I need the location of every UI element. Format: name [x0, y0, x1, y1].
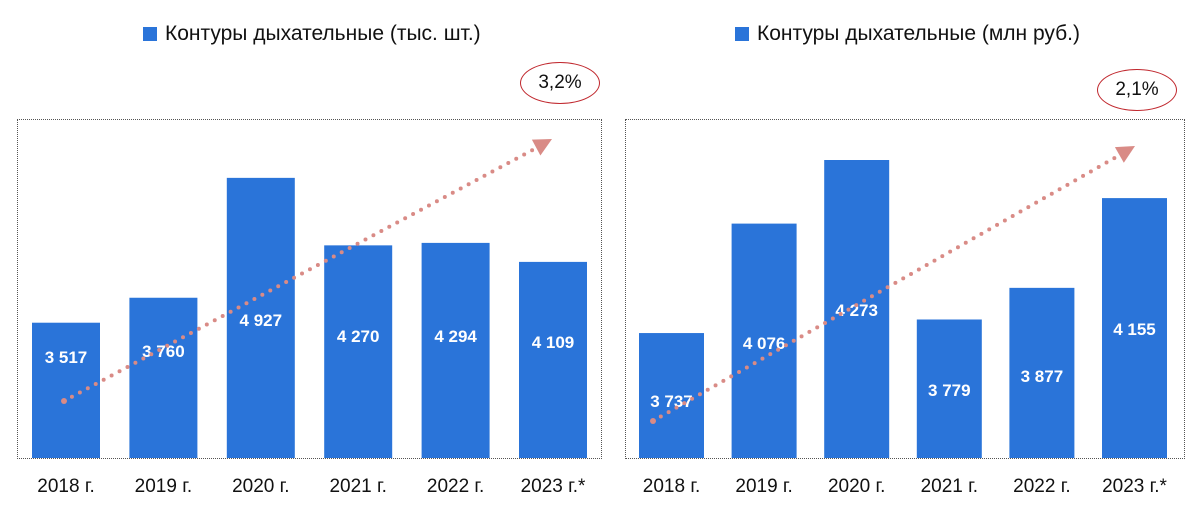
- bar-right-0: [639, 333, 704, 458]
- legend-left: Контуры дыхательные (тыс. шт.): [143, 22, 481, 46]
- growth-label-left: 3,2%: [538, 72, 582, 93]
- bar-left-4: [421, 242, 490, 458]
- bar-right-3: [916, 319, 982, 458]
- trend-arrowhead-right: [1114, 146, 1135, 163]
- legend-swatch-left: [143, 27, 157, 41]
- value-label-left-1: 3 760: [142, 342, 185, 361]
- value-label-right-3: 3 779: [928, 381, 971, 400]
- bar-right-2: [824, 160, 890, 458]
- category-label-right-5: 2023 г.*: [1102, 476, 1167, 497]
- category-label-left-2: 2020 г.: [232, 476, 289, 497]
- legend-label-left: Контуры дыхательные (тыс. шт.): [165, 22, 481, 45]
- category-label-left-1: 2019 г.: [135, 476, 192, 497]
- category-label-right-3: 2021 г.: [921, 476, 978, 497]
- plot-area-right: [625, 119, 1185, 459]
- trend-line-left: [62, 143, 544, 403]
- value-label-right-1: 4 076: [743, 334, 786, 353]
- category-label-right-0: 2018 г.: [643, 476, 700, 497]
- growth-callout-right: 2,1%: [1097, 69, 1177, 111]
- bar-right-5: [1102, 198, 1167, 458]
- bar-left-0: [32, 322, 100, 458]
- trend-line-right: [651, 150, 1127, 423]
- value-label-right-2: 4 273: [835, 301, 878, 320]
- value-label-left-2: 4 927: [240, 311, 283, 330]
- category-label-left-3: 2021 г.: [329, 476, 386, 497]
- category-label-right-4: 2022 г.: [1013, 476, 1070, 497]
- bar-right-1: [731, 223, 797, 458]
- bar-right-4: [1009, 287, 1075, 458]
- value-label-right-4: 3 877: [1021, 367, 1064, 386]
- category-label-left-4: 2022 г.: [427, 476, 484, 497]
- category-label-right-1: 2019 г.: [735, 476, 792, 497]
- category-label-right-2: 2020 г.: [828, 476, 885, 497]
- chart-left: Контуры дыхательные (тыс. шт.) 3,2% 3 51…: [17, 22, 602, 497]
- category-label-left-0: 2018 г.: [37, 476, 94, 497]
- value-label-left-3: 4 270: [337, 327, 380, 346]
- bar-left-1: [129, 297, 198, 458]
- bar-chart-left: 3 517 2018 г. 3 760 2019 г. 4 927 2020 г. 4 27…: [32, 139, 587, 497]
- bar-left-3: [324, 245, 393, 458]
- value-label-right-5: 4 155: [1113, 320, 1156, 339]
- bar-left-5: [519, 261, 587, 458]
- legend-swatch-right: [735, 27, 749, 41]
- trend-arrowhead-left: [531, 139, 552, 156]
- value-label-right-0: 3 737: [650, 392, 693, 411]
- growth-label-right: 2,1%: [1115, 79, 1159, 100]
- value-label-left-4: 4 294: [434, 327, 477, 346]
- growth-callout-left: 3,2%: [520, 62, 600, 104]
- category-label-left-5: 2023 г.*: [521, 476, 586, 497]
- plot-area-left: [17, 119, 602, 459]
- bar-left-2: [226, 177, 295, 458]
- value-label-left-5: 4 109: [532, 333, 575, 352]
- value-label-left-0: 3 517: [45, 348, 88, 367]
- trend-start-left: [61, 398, 67, 404]
- trend-start-right: [650, 418, 656, 424]
- legend-label-right: Контуры дыхательные (млн руб.): [757, 22, 1080, 45]
- legend-right: Контуры дыхательные (млн руб.): [735, 22, 1080, 46]
